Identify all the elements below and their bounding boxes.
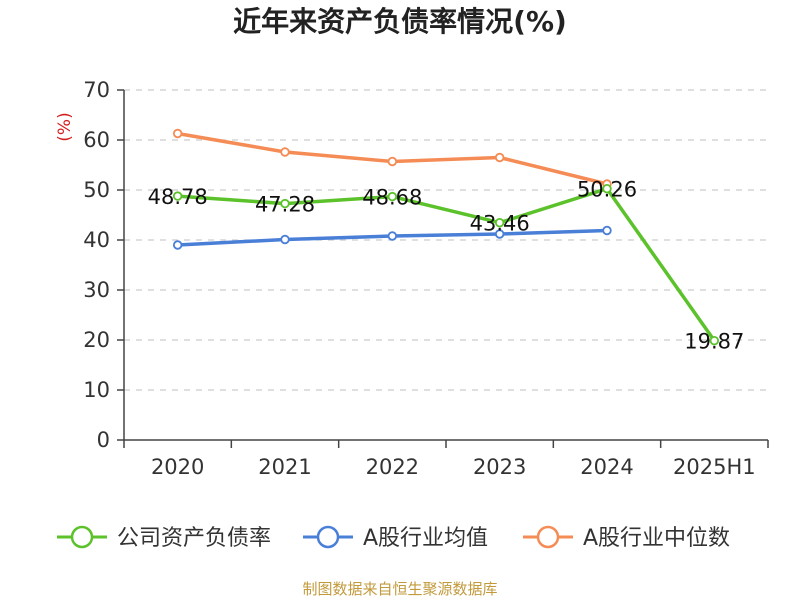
data-point-company-ratio[interactable] — [280, 198, 290, 209]
y-tick-label: 0 — [97, 428, 110, 452]
data-label: 43.46 — [470, 212, 530, 236]
legend: 公司资产负债率 A股行业均值 A股行业中位数 — [57, 525, 730, 551]
data-label: 19.87 — [684, 330, 744, 354]
data-point-company-ratio[interactable] — [494, 217, 505, 228]
x-tick-label: 2020 — [151, 455, 204, 479]
x-tick-label: 2023 — [473, 455, 526, 479]
data-point-company-ratio[interactable] — [602, 183, 612, 194]
data-point-industry-median[interactable] — [387, 156, 398, 167]
data-point-industry-median[interactable] — [494, 152, 505, 163]
legend-label-industry-median: A股行业中位数 — [583, 526, 730, 551]
chart-title: 近年来资产负债率情况(%) — [233, 5, 567, 38]
data-label: 47.28 — [255, 193, 315, 217]
data-source-note: 制图数据来自恒生聚源数据库 — [302, 580, 497, 598]
data-point-industry-mean[interactable] — [602, 225, 612, 236]
data-label: 50.26 — [577, 178, 637, 202]
y-tick-label: 50 — [83, 178, 110, 202]
legend-item-industry-mean[interactable]: A股行业均值 — [303, 525, 488, 551]
y-tick-label: 60 — [83, 128, 110, 152]
y-tick-label: 10 — [83, 378, 110, 402]
y-tick-label: 40 — [83, 228, 110, 252]
data-point-industry-mean[interactable] — [280, 234, 290, 245]
data-label: 48.68 — [362, 186, 422, 210]
data-point-company-ratio[interactable] — [387, 191, 398, 202]
grid-lines — [124, 89, 768, 391]
data-point-company-ratio[interactable] — [172, 191, 183, 201]
y-tick-label: 20 — [83, 328, 110, 352]
data-label: 48.78 — [148, 185, 208, 209]
y-tick-label: 70 — [83, 78, 110, 102]
legend-item-industry-median[interactable]: A股行业中位数 — [523, 525, 730, 551]
x-tick-label: 2024 — [580, 455, 633, 479]
data-labels: 48.78 47.28 48.68 43.46 50.26 19.87 — [148, 178, 745, 354]
series-line-company-ratio — [175, 186, 717, 343]
legend-label-company: 公司资产负债率 — [117, 526, 271, 551]
x-tick-label: 2021 — [258, 455, 311, 479]
data-point-industry-median[interactable] — [172, 128, 183, 139]
series-lines — [172, 128, 720, 346]
data-point-company-ratio[interactable] — [709, 335, 720, 346]
data-point-industry-median[interactable] — [280, 147, 290, 157]
legend-label-industry-mean: A股行业均值 — [363, 526, 488, 551]
data-point-industry-mean[interactable] — [494, 229, 505, 239]
x-tick-label: 2025H1 — [673, 455, 756, 479]
y-tick-label: 30 — [83, 278, 110, 302]
data-point-industry-mean[interactable] — [172, 240, 183, 250]
axes: 0 10 20 30 40 50 60 70 2020 2021 2022 2023 2024 2025H… — [83, 78, 769, 479]
legend-marker-company — [70, 525, 94, 549]
data-point-industry-mean[interactable] — [387, 231, 398, 241]
legend-item-company[interactable]: 公司资产负债率 — [57, 525, 271, 551]
x-tick-label: 2022 — [366, 455, 419, 479]
legend-marker-industry-mean — [316, 525, 340, 549]
legend-marker-industry-median — [536, 525, 560, 549]
y-axis-unit: (%) — [55, 112, 75, 141]
